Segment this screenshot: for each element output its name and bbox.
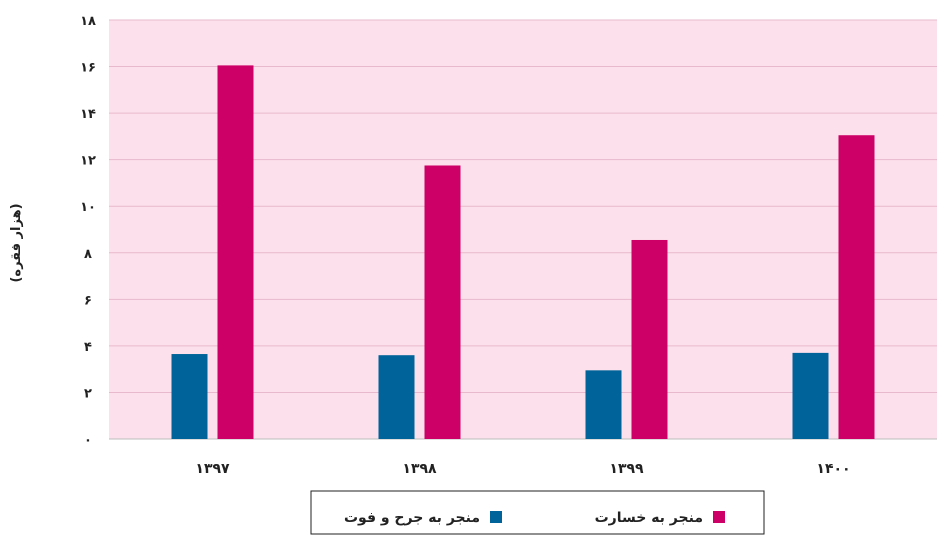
y-axis-title: (هزار فقره) (9, 203, 24, 282)
bar-injury-fatal (378, 355, 415, 439)
y-tick-label: ۴ (84, 340, 92, 355)
legend-swatch (490, 511, 502, 523)
y-tick-label: ۱۴ (80, 107, 96, 122)
bar-damage (424, 165, 461, 439)
y-tick-label: ۰ (84, 433, 92, 448)
y-tick-label: ۲ (84, 386, 92, 401)
x-category-label: ۱۴۰۰ (816, 461, 850, 477)
y-tick-label: ۱۸ (80, 14, 96, 29)
bar-damage (838, 135, 875, 439)
x-category-label: ۱۳۹۹ (609, 461, 644, 477)
legend-items: منجر به جرح و فوت منجر به خسارت (344, 510, 725, 526)
legend-swatch (713, 511, 725, 523)
y-tick-label: ۱۰ (80, 200, 96, 215)
bar-injury-fatal (171, 354, 208, 439)
legend-label: منجر به خسارت (595, 510, 703, 526)
legend-box (310, 490, 765, 535)
y-tick-label: ۱۶ (80, 61, 96, 76)
legend-label: منجر به جرح و فوت (344, 510, 480, 526)
bar-damage (217, 65, 254, 440)
x-category-label: ۱۳۹۷ (195, 461, 230, 477)
bar-damage (631, 239, 668, 439)
bars (171, 65, 875, 440)
bar-injury-fatal (792, 352, 829, 439)
y-axis-ticks: ۰ ۲ ۴ ۶ ۸ ۱۰ ۱۲ ۱۴ ۱۶ ۱۸ (80, 14, 96, 448)
legend: منجر به جرح و فوت منجر به خسارت (310, 490, 765, 535)
x-axis-categories: ۱۳۹۷ ۱۳۹۸ ۱۳۹۹ ۱۴۰۰ (195, 461, 850, 477)
y-tick-label: ۸ (84, 247, 92, 262)
bar-injury-fatal (585, 370, 622, 439)
y-tick-label: ۱۲ (80, 154, 96, 169)
y-tick-label: ۶ (84, 293, 92, 308)
x-category-label: ۱۳۹۸ (402, 461, 437, 477)
